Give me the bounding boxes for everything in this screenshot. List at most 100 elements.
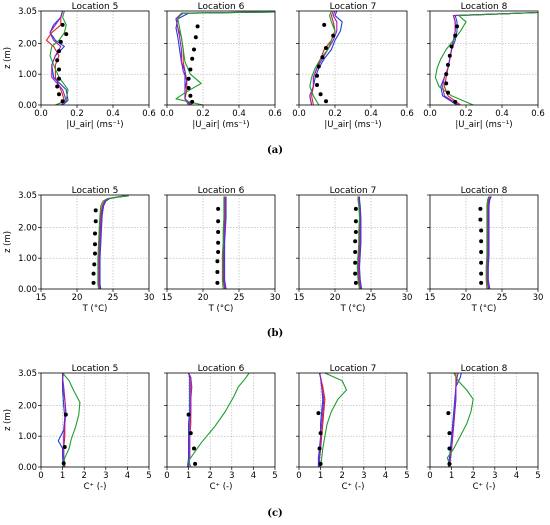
data-point (57, 92, 61, 97)
data-point (315, 73, 319, 78)
x-tick-label: 1 (449, 471, 454, 481)
series-line-series_c (318, 373, 325, 467)
x-tick-label: 0.0 (292, 109, 306, 119)
x-tick-label: 25 (366, 293, 377, 303)
x-axis-label: |U_air| (ms⁻¹) (455, 120, 512, 130)
x-tick-label: 0 (38, 471, 43, 481)
panel-title: Location 7 (330, 186, 377, 196)
series-group (353, 196, 363, 289)
series-group (175, 11, 275, 105)
chart-panel: 0.0 0.2 0.4 0.6 Location 8 |U_air| (ms⁻¹) (423, 2, 545, 130)
chart-panel: 0 1 2 3 4 5 Location 7 C⁺ (-) (296, 364, 410, 492)
row-label: (b) (267, 328, 283, 339)
data-point (62, 444, 67, 449)
data-point (216, 240, 221, 245)
chart-panel: 0.0 0.2 0.4 0.6 Location 6 |U_air| (ms⁻¹) (160, 2, 282, 130)
x-tick-label: 4 (251, 471, 256, 481)
x-tick-label: 3 (361, 471, 366, 481)
data-point (215, 259, 220, 264)
data-point (216, 206, 221, 211)
data-point (444, 72, 449, 77)
series-line-series_c (188, 373, 192, 467)
data-point (216, 229, 221, 234)
chart-panel: 15 20 25 30 Location 6 T (°C) (162, 186, 281, 314)
series-line-series_d (320, 373, 348, 467)
x-axis-label: C⁺ (-) (210, 482, 233, 492)
x-tick-label: 2 (81, 471, 86, 481)
plot-frame (298, 194, 408, 290)
series-group (478, 196, 492, 289)
x-tick-label: 1 (60, 471, 65, 481)
y-tick-label: 0.00 (18, 101, 37, 111)
data-point (193, 461, 198, 466)
series-group (186, 373, 250, 467)
chart-panel: 0.0 0.2 0.4 0.6 0.00 1.00 2.00 3.05 Location 5 |U… (3, 2, 156, 130)
panel-title: Location 5 (72, 2, 119, 12)
data-point (188, 431, 193, 436)
x-tick-label: 5 (535, 471, 540, 481)
x-tick-label: 0 (164, 471, 169, 481)
data-point (318, 431, 323, 436)
data-point (190, 99, 195, 104)
data-point (58, 39, 63, 44)
series-group (215, 196, 227, 289)
data-point (60, 99, 65, 104)
data-point (479, 260, 484, 265)
x-axis-label: |U_air| (ms⁻¹) (192, 120, 249, 130)
series-group (316, 373, 348, 467)
data-point (193, 35, 198, 40)
plot-frame (166, 372, 276, 468)
data-point (331, 33, 336, 38)
x-tick-label: 0.2 (328, 109, 342, 119)
panel-title: Location 5 (72, 186, 119, 196)
data-point (324, 45, 328, 50)
x-tick-label: 0 (296, 471, 301, 481)
panel-title: Location 6 (198, 2, 245, 12)
y-axis-label: z (m) (3, 47, 13, 69)
data-point (478, 217, 483, 222)
x-tick-label: 3 (492, 471, 497, 481)
series-line-series_d (485, 196, 490, 289)
chart-panel: 15 20 25 30 Location 8 T (°C) (425, 186, 544, 314)
data-point (315, 82, 319, 87)
series-line-series_d (434, 11, 538, 105)
x-tick-label: 5 (146, 471, 151, 481)
data-point (353, 271, 358, 276)
x-axis-label: |U_air| (ms⁻¹) (66, 120, 123, 130)
x-tick-label: 2 (207, 471, 212, 481)
series-group (309, 11, 343, 105)
x-tick-label: 0 (427, 471, 432, 481)
plot-frame (298, 10, 408, 106)
x-axis-label: T (°C) (340, 304, 366, 314)
data-point (479, 271, 484, 276)
y-tick-label: 1.00 (18, 432, 37, 442)
x-tick-label: 0.2 (196, 109, 210, 119)
series-group (434, 11, 538, 105)
data-point (93, 208, 98, 213)
panel-title: Location 7 (330, 364, 377, 374)
chart-panel: 15 20 25 30 Location 7 T (°C) (294, 186, 413, 314)
x-tick-label: 3 (103, 471, 108, 481)
x-tick-label: 30 (402, 293, 413, 303)
series-line-series_a (45, 11, 65, 105)
x-tick-label: 0.6 (268, 109, 282, 119)
x-tick-label: 0.0 (160, 109, 174, 119)
x-axis-label: C⁺ (-) (342, 482, 365, 492)
x-tick-label: 0.6 (142, 109, 156, 119)
data-point (216, 250, 221, 255)
data-point (64, 32, 69, 37)
plot-frame (166, 10, 276, 106)
data-point (317, 446, 322, 451)
data-point (479, 250, 484, 255)
data-point (353, 229, 358, 234)
x-tick-label: 15 (425, 293, 436, 303)
data-point (353, 260, 358, 265)
x-tick-label: 0.0 (423, 109, 437, 119)
series-line-series_d (221, 196, 225, 289)
data-point (479, 228, 484, 233)
series-line-series_b (99, 195, 124, 289)
series-line-series_d (49, 11, 69, 105)
x-tick-label: 5 (404, 471, 409, 481)
data-point (186, 412, 191, 417)
series-line-series_d (356, 196, 361, 289)
